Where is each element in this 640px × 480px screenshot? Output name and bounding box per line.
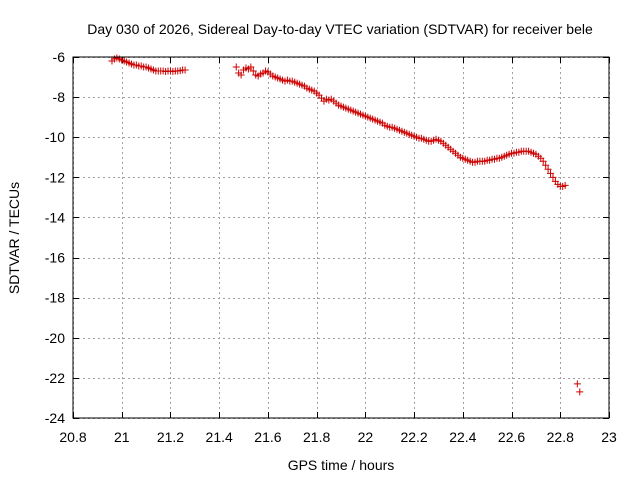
y-tick-label: -12 bbox=[45, 169, 65, 185]
x-tick-label: 21.4 bbox=[206, 429, 233, 445]
data-point bbox=[249, 67, 257, 75]
data-point bbox=[237, 71, 245, 79]
y-tick-label: -14 bbox=[45, 209, 65, 225]
x-tick-label: 22.2 bbox=[400, 429, 427, 445]
x-axis-title: GPS time / hours bbox=[288, 457, 395, 473]
data-point bbox=[576, 388, 584, 396]
data-point bbox=[573, 380, 581, 388]
data-point bbox=[544, 165, 552, 173]
y-tick-label: -16 bbox=[45, 250, 65, 266]
chart-title: Day 030 of 2026, Sidereal Day-to-day VTE… bbox=[87, 21, 593, 37]
data-point bbox=[547, 169, 555, 177]
data-points bbox=[108, 54, 584, 396]
data-point bbox=[542, 161, 550, 169]
y-tick-label: -8 bbox=[53, 89, 66, 105]
plot-frame bbox=[72, 56, 610, 419]
x-tick-label: 21.8 bbox=[303, 429, 330, 445]
axis-ticks bbox=[73, 57, 610, 419]
x-tick-label: 22 bbox=[358, 429, 374, 445]
x-tick-label: 21.2 bbox=[157, 429, 184, 445]
y-tick-label: -18 bbox=[45, 290, 65, 306]
data-point bbox=[247, 63, 255, 71]
y-tick-label: -10 bbox=[45, 129, 65, 145]
x-tick-label: 22.6 bbox=[498, 429, 525, 445]
data-point bbox=[232, 63, 240, 71]
y-tick-label: -20 bbox=[45, 330, 65, 346]
x-tick-label: 23 bbox=[601, 429, 617, 445]
data-point bbox=[539, 157, 547, 165]
y-tick-label: -6 bbox=[53, 49, 66, 65]
data-point bbox=[181, 66, 189, 74]
data-point bbox=[561, 181, 569, 189]
x-tick-label: 21 bbox=[114, 429, 130, 445]
x-tick-label: 21.6 bbox=[254, 429, 281, 445]
y-tick-label: -24 bbox=[45, 410, 65, 426]
y-tick-labels: -6 -8 -10 -12 -14 -16 -18 -20 -22 -24 bbox=[45, 49, 65, 426]
y-axis-title: SDTVAR / TECUs bbox=[6, 182, 22, 294]
y-tick-label: -22 bbox=[45, 370, 65, 386]
data-point bbox=[549, 173, 557, 181]
x-tick-label: 20.8 bbox=[59, 429, 86, 445]
grid-lines bbox=[73, 57, 610, 419]
x-tick-label: 22.8 bbox=[547, 429, 574, 445]
x-tick-labels: 20.8 21 21.2 21.4 21.6 21.8 22 22.2 22.4 22.6 22.8… bbox=[59, 429, 617, 445]
x-tick-label: 22.4 bbox=[449, 429, 476, 445]
